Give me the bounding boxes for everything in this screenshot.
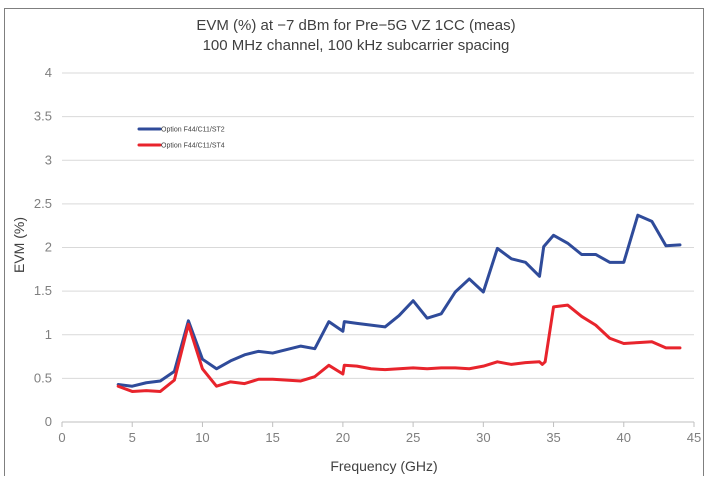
y-tick-label: 0.5	[34, 370, 52, 385]
x-axis-title: Frequency (GHz)	[330, 458, 437, 474]
chart-title: EVM (%) at −7 dBm for Pre−5G VZ 1CC (mea…	[196, 17, 515, 34]
series-line-2	[116, 303, 682, 393]
y-tick-label: 4	[45, 65, 52, 80]
x-tick-label: 20	[336, 430, 350, 445]
x-tick-label: 45	[687, 430, 701, 445]
x-tick-label: 25	[406, 430, 420, 445]
chart-frame	[4, 8, 704, 476]
y-tick-label: 2.5	[34, 196, 52, 211]
y-tick-label: 3	[45, 152, 52, 167]
y-tick-label: 1	[45, 327, 52, 342]
legend-label-2: Option F44/C11/ST4	[161, 143, 225, 150]
series-lines	[116, 213, 682, 393]
x-tick-label: 5	[129, 430, 136, 445]
x-tick-label: 35	[546, 430, 560, 445]
x-tick-label: 30	[476, 430, 490, 445]
y-tick-label: 1.5	[34, 283, 52, 298]
x-tick-label: 15	[265, 430, 279, 445]
y-tick-label: 0	[45, 414, 52, 429]
y-axis-title: EVM (%)	[11, 217, 27, 273]
x-tick-label: 40	[617, 430, 631, 445]
chart-subtitle: 100 MHz channel, 100 kHz subcarrier spac…	[203, 37, 510, 54]
gridlines	[62, 72, 694, 379]
axes: 00.511.522.533.540 5 10 15 20 25 30 35 40 45	[34, 65, 701, 445]
legend-label-1: Option F44/C11/ST2	[161, 127, 225, 134]
series-line-1	[116, 213, 682, 388]
x-tick-label: 0	[58, 430, 65, 445]
legend: Option F44/C11/ST2 Option F44/C11/ST4	[137, 127, 225, 150]
y-tick-label: 3.5	[34, 109, 52, 124]
x-tick-label: 10	[195, 430, 209, 445]
y-tick-label: 2	[45, 240, 52, 255]
